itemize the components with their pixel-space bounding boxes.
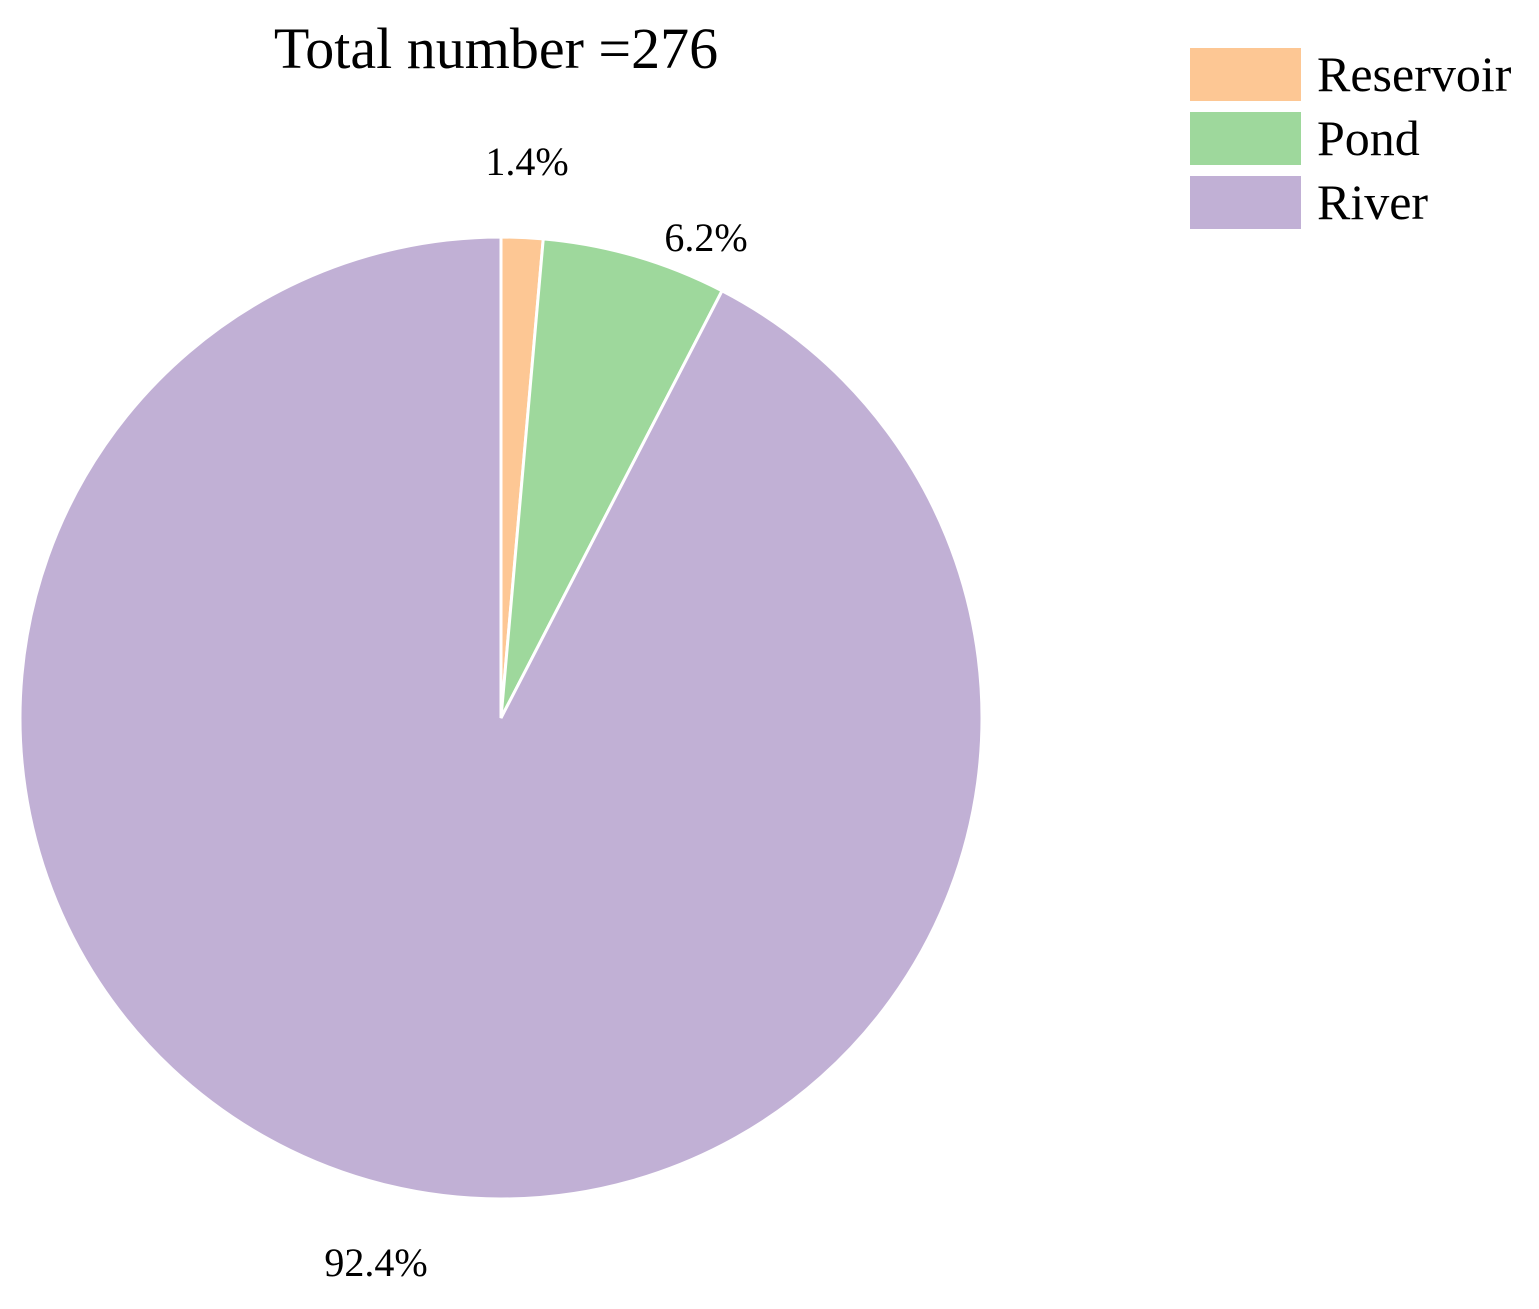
legend-label-reservoir: Reservoir [1317,46,1512,102]
legend-item-pond: Pond [1190,110,1420,166]
pie-slice-river [18,235,984,1201]
slice-label-river: 92.4% [324,1240,427,1285]
legend-swatch-pond [1190,112,1301,165]
slice-label-pond: 6.2% [664,215,747,260]
legend-item-reservoir: Reservoir [1190,46,1512,102]
legend: Reservoir Pond River [1190,46,1512,230]
legend-swatch-river [1190,176,1301,229]
legend-swatch-reservoir [1190,48,1301,101]
legend-label-river: River [1317,174,1428,230]
legend-label-pond: Pond [1317,110,1420,166]
pie-slice-pond [499,237,725,719]
pie-slice-labels: 1.4% 6.2% 92.4% [324,139,747,1285]
pie-slices [18,235,984,1201]
chart-title: Total number =276 [274,16,718,81]
slice-label-reservoir: 1.4% [485,139,568,184]
legend-item-river: River [1190,174,1428,230]
